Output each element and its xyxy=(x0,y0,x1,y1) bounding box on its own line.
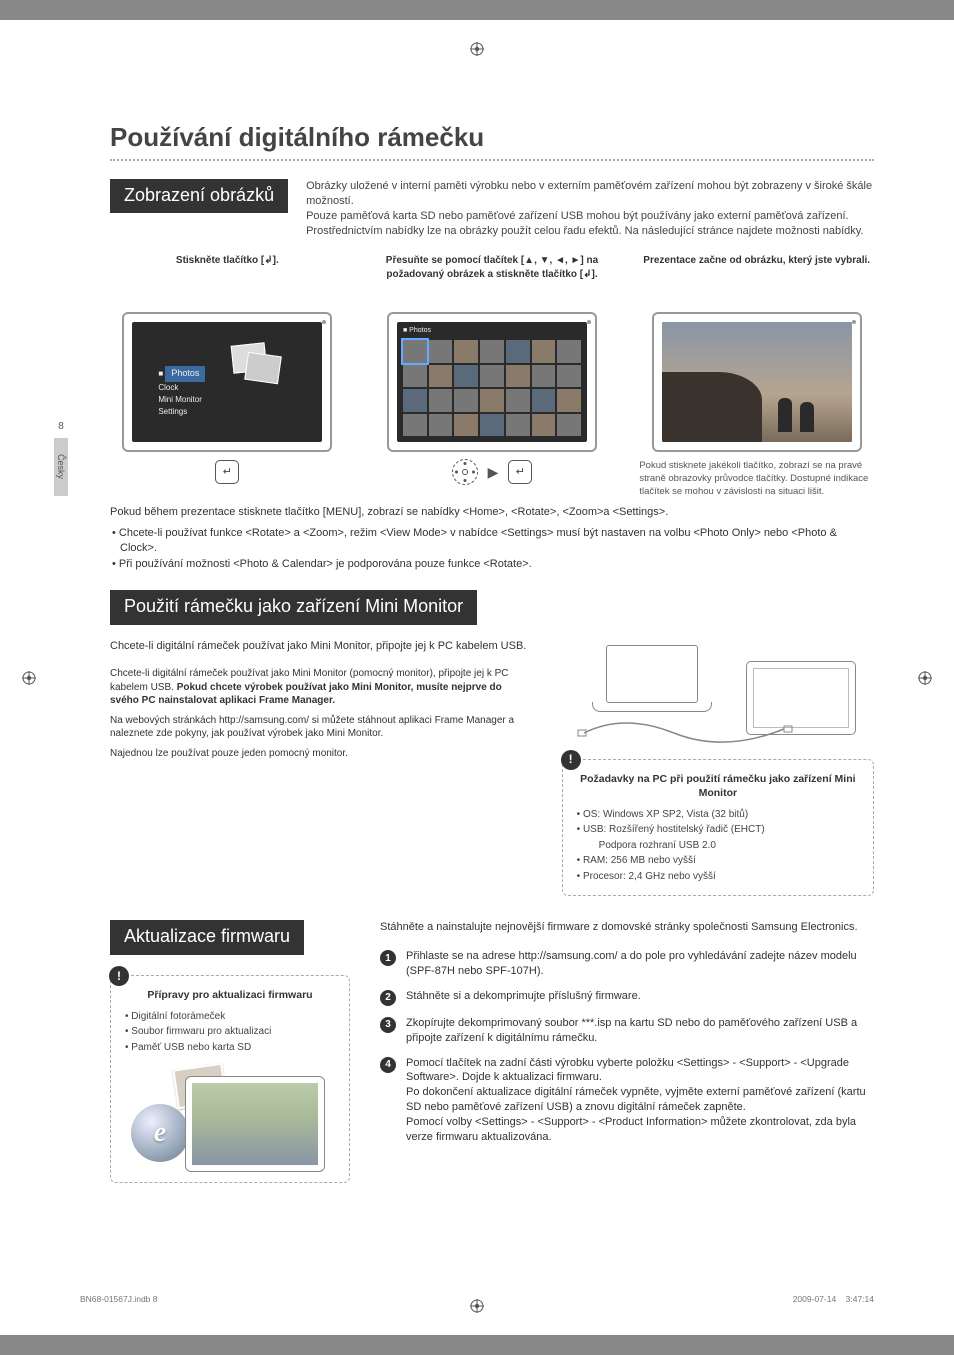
enter-icon: ↵ xyxy=(215,460,239,484)
panel-navigate: Přesuňte se pomocí tlačítek [▲, ▼, ◄, ►]… xyxy=(375,254,610,498)
device-frame: ■ Photos xyxy=(387,312,597,452)
page-title: Používání digitálního rámečku xyxy=(110,120,874,161)
crop-mark-icon xyxy=(22,671,36,685)
page-number: 8 xyxy=(52,420,70,434)
footer-left: BN68-01567J.indb 8 xyxy=(80,1294,158,1305)
device-frame xyxy=(652,312,862,452)
prep-illustration: e xyxy=(125,1062,335,1172)
panel-slideshow: Prezentace začne od obrázku, který jste … xyxy=(639,254,874,498)
section-label: Aktualizace firmwaru xyxy=(110,920,304,954)
alert-icon: ! xyxy=(561,750,581,770)
section-label: Zobrazení obrázků xyxy=(110,179,288,213)
language-label: Česky xyxy=(55,454,67,479)
ie-icon: e xyxy=(131,1104,189,1162)
footer-right: 2009-07-14 3:47:14 xyxy=(793,1294,874,1305)
section-label: Použití rámečku jako zařízení Mini Monit… xyxy=(110,590,477,624)
section-intro: Obrázky uložené v interní paměti výrobku… xyxy=(306,179,874,238)
page-footer: BN68-01567J.indb 8 2009-07-14 3:47:14 xyxy=(80,1294,874,1305)
requirements-box: ! Požadavky na PC při použití rámečku ja… xyxy=(562,759,874,897)
step-2: 2Stáhněte si a dekomprimujte příslušný f… xyxy=(380,989,874,1006)
step-4: 4 Pomocí tlačítek na zadní části výrobku… xyxy=(380,1056,874,1145)
laptop-frame-illustration xyxy=(562,639,874,749)
panel-note: Pokud stisknete jakékoli tlačítko, zobra… xyxy=(639,460,874,498)
step-3: 3Zkopírujte dekomprimovaný soubor ***.is… xyxy=(380,1016,874,1046)
panel-press-enter: Stiskněte tlačítko [↲]. ■ Photos Clock M… xyxy=(110,254,345,498)
sample-photo xyxy=(662,322,852,442)
photo-stack-icon xyxy=(232,344,292,394)
thumbnail-grid xyxy=(403,340,581,436)
mini-monitor-section: Chcete-li digitální rámeček používat jak… xyxy=(110,633,874,897)
after-bullets: Chcete-li používat funkce <Rotate> a <Zo… xyxy=(112,526,874,573)
manual-page: 8 Česky Používání digitálního rámečku Zo… xyxy=(0,20,954,1335)
device-frame: ■ Photos Clock Mini Monitor Settings xyxy=(122,312,332,452)
crop-mark-icon xyxy=(918,671,932,685)
firmware-section: Aktualizace firmwaru ! Přípravy pro aktu… xyxy=(110,920,874,1183)
enter-icon: ↵ xyxy=(508,460,532,484)
section-display-images: Zobrazení obrázků Obrázky uložené v inte… xyxy=(110,179,874,238)
step-1: 1Přihlaste se na adrese http://samsung.c… xyxy=(380,949,874,979)
dpad-icon xyxy=(452,459,478,485)
after-note: Pokud během prezentace stisknete tlačítk… xyxy=(110,505,874,520)
crop-mark-icon xyxy=(470,42,484,56)
alert-icon: ! xyxy=(109,966,129,986)
screenshot-triptych: Stiskněte tlačítko [↲]. ■ Photos Clock M… xyxy=(110,254,874,498)
device-menu: ■ Photos Clock Mini Monitor Settings xyxy=(158,366,205,418)
prep-box: ! Přípravy pro aktualizaci firmwaru Digi… xyxy=(110,975,350,1184)
arrow-right-icon: ▶ xyxy=(488,463,499,482)
side-tab: 8 Česky xyxy=(52,420,70,496)
